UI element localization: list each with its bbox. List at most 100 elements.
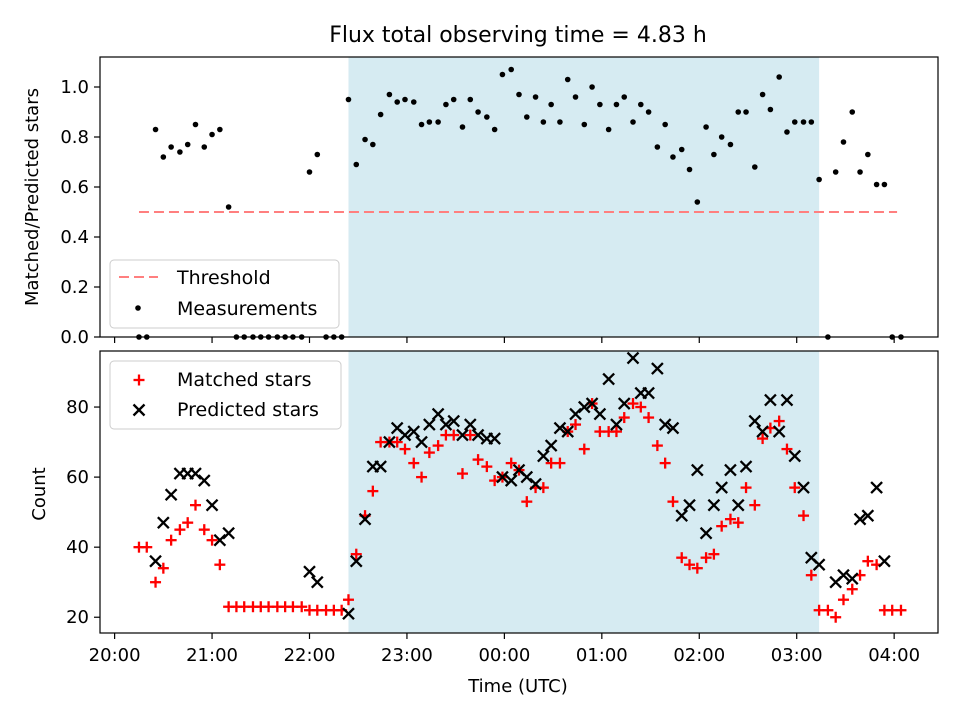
- matched-star-point: [716, 520, 728, 532]
- matched-star-point: [732, 517, 744, 529]
- bottom-observing-shade: [348, 351, 820, 633]
- predicted-star-point: [358, 512, 372, 526]
- measurement-point: [516, 91, 522, 98]
- matched-star-point: [846, 583, 858, 595]
- matched-star-point: [464, 429, 476, 441]
- predicted-star-point: [553, 421, 567, 435]
- predicted-star-point: [610, 418, 623, 431]
- top-y-tick-label: 0.6: [60, 177, 89, 198]
- measurement-point: [345, 96, 352, 103]
- measurement-point: [638, 101, 644, 108]
- matched-star-point: [805, 569, 817, 581]
- matched-star-point: [659, 457, 671, 469]
- predicted-star-point: [496, 470, 509, 484]
- measurement-point: [402, 96, 408, 103]
- measurement-point: [645, 109, 652, 115]
- predicted-star-point: [861, 509, 875, 522]
- measurement-point: [435, 119, 441, 125]
- matched-star-point: [481, 461, 493, 473]
- predicted-star-point: [748, 414, 762, 428]
- measurement-point: [776, 74, 782, 80]
- predicted-star-point: [197, 474, 211, 487]
- predicted-star-point: [537, 449, 550, 463]
- measurement-point: [314, 151, 321, 158]
- measurement-point: [832, 169, 839, 175]
- measurement-point: [791, 119, 798, 125]
- measurement-point: [306, 169, 313, 175]
- measurement-point: [589, 84, 595, 90]
- predicted-star-point: [715, 481, 728, 494]
- chart-title: Flux total observing time = 4.83 h: [329, 23, 707, 48]
- measurement-point: [418, 121, 425, 128]
- measurement-point: [857, 169, 863, 175]
- measurement-point: [209, 131, 215, 138]
- measurement-point: [605, 126, 612, 133]
- legend-matched-swatch: [133, 374, 145, 386]
- predicted-star-point: [303, 565, 316, 579]
- matched-star-point: [862, 555, 874, 567]
- predicted-star-point: [222, 526, 235, 540]
- measurement-point: [581, 121, 588, 128]
- matched-star-point: [448, 429, 460, 441]
- matched-star-point: [165, 534, 177, 546]
- predicted-star-point: [164, 488, 178, 501]
- measurement-point: [865, 151, 871, 158]
- predicted-star-point: [213, 533, 227, 547]
- bottom-axes-frame: [99, 350, 939, 634]
- measurement-point: [450, 96, 457, 103]
- measurement-point: [743, 109, 749, 115]
- matched-star-point: [822, 604, 834, 616]
- predicted-star-point: [471, 428, 485, 442]
- predicted-star-point: [739, 460, 753, 473]
- predicted-star-point: [651, 362, 664, 375]
- predicted-star-point: [529, 477, 542, 491]
- measurement-point: [784, 129, 790, 135]
- predicted-star-point: [407, 425, 421, 438]
- matched-star-point: [150, 576, 162, 588]
- measurement-point: [443, 101, 449, 108]
- measurement-point: [694, 199, 701, 205]
- predicted-star-point: [837, 568, 850, 582]
- bottom-legend: Matched stars Predicted stars: [109, 360, 342, 430]
- measurement-point: [523, 114, 530, 120]
- predicted-star-point: [666, 421, 680, 435]
- predicted-star-point: [772, 425, 786, 438]
- measurement-point: [152, 126, 159, 133]
- x-tick-label: 03:00: [771, 645, 823, 666]
- predicted-star-point: [675, 509, 689, 522]
- measurement-point: [548, 101, 554, 108]
- measurement-point: [386, 91, 393, 98]
- predicted-star-point: [691, 463, 704, 477]
- predicted-star-point: [439, 418, 453, 431]
- predicted-star-point: [658, 418, 672, 431]
- matched-star-point: [757, 433, 769, 445]
- predicted-star-point: [617, 397, 631, 410]
- predicted-star-point: [585, 397, 599, 410]
- predicted-star-point: [374, 460, 387, 473]
- bottom-x-axis-ticks: 20:00 21:00 22:00 23:00 00:00 01:00 02:00 03:00…: [89, 633, 920, 666]
- bottom-y-tick-label: 60: [66, 467, 89, 488]
- predicted-star-point: [707, 498, 721, 512]
- matched-star-point: [198, 524, 210, 536]
- predicted-star-point: [797, 481, 810, 494]
- matched-star-point: [610, 426, 622, 438]
- predicted-star-point: [602, 372, 615, 386]
- predicted-star-point: [463, 418, 477, 431]
- measurement-point: [800, 119, 807, 125]
- matched-star-point: [643, 412, 655, 424]
- predicted-star-point: [593, 407, 607, 421]
- matched-star-point: [554, 457, 566, 469]
- matched-star-point: [724, 513, 736, 525]
- top-x-axis-ticks: [114, 337, 895, 343]
- measurement-point: [353, 161, 360, 168]
- measurement-point: [484, 114, 490, 120]
- matched-star-point: [578, 443, 590, 455]
- legend-predicted-label: Predicted stars: [177, 399, 319, 421]
- matched-star-point: [667, 496, 679, 508]
- predicted-star-point: [398, 428, 412, 442]
- predicted-star-point: [205, 498, 219, 512]
- measurement-point: [686, 166, 693, 173]
- top-y-tick-label: 1.0: [60, 77, 89, 98]
- legend-matched-label: Matched stars: [177, 369, 311, 391]
